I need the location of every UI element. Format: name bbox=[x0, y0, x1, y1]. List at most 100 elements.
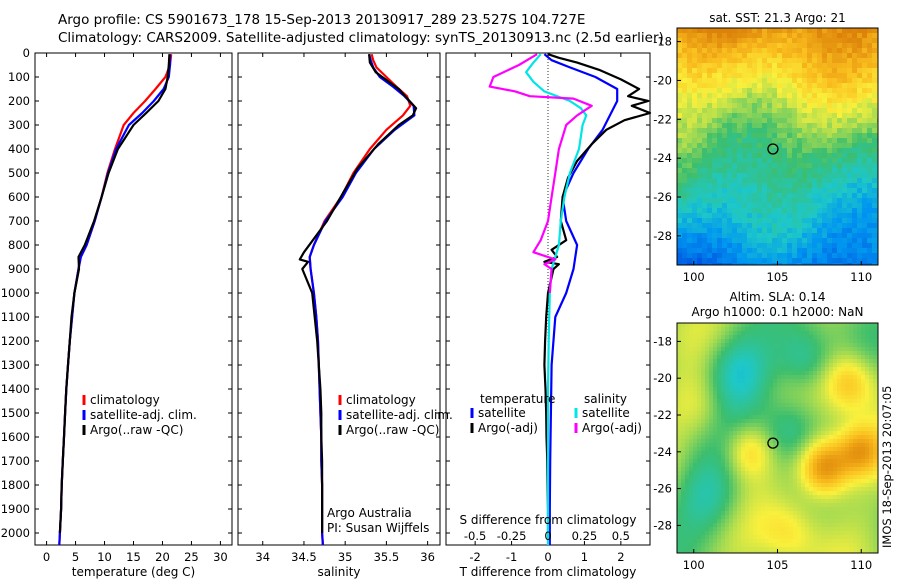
sst-map-cell bbox=[817, 98, 822, 103]
sst-map-cell bbox=[802, 238, 807, 243]
sla-map-cell bbox=[761, 527, 765, 531]
salinity-xtick-label: 35.5 bbox=[374, 550, 400, 564]
sst-map-cell bbox=[712, 53, 717, 58]
sla-map-cell bbox=[729, 511, 733, 515]
sla-map-cell bbox=[853, 483, 857, 487]
sla-map-cell bbox=[749, 331, 753, 335]
sla-map-cell bbox=[817, 475, 821, 479]
sla-map-cell bbox=[849, 535, 853, 539]
sla-map-cell bbox=[805, 455, 809, 459]
sst-map-cell bbox=[692, 233, 697, 238]
sst-map-cell bbox=[677, 43, 682, 48]
sst-map-cell bbox=[867, 83, 872, 88]
sla-map-cell bbox=[693, 515, 697, 519]
sla-map-cell bbox=[729, 531, 733, 535]
sst-map-cell bbox=[792, 138, 797, 143]
sst-map-cell bbox=[837, 158, 842, 163]
sst-map-cell bbox=[682, 253, 687, 258]
sla-map-cell bbox=[809, 515, 813, 519]
sla-map-cell bbox=[845, 523, 849, 527]
sst-map-cell bbox=[687, 148, 692, 153]
sla-map-cell bbox=[865, 331, 869, 335]
temperature-xlabel: temperature (deg C) bbox=[72, 565, 195, 579]
sla-map-cell bbox=[845, 531, 849, 535]
sst-map-xtick-label: 110 bbox=[850, 270, 872, 284]
sst-map-cell bbox=[872, 88, 877, 93]
sla-map-cell bbox=[801, 503, 805, 507]
temperature-series-line bbox=[58, 54, 171, 534]
sla-map-cell bbox=[701, 427, 705, 431]
sla-map-cell bbox=[869, 467, 873, 471]
sla-map-cell bbox=[697, 467, 701, 471]
sla-map-cell bbox=[793, 511, 797, 515]
sla-map-cell bbox=[809, 487, 813, 491]
sla-map-cell bbox=[785, 519, 789, 523]
sla-map-cell bbox=[805, 459, 809, 463]
sst-map-cell bbox=[807, 243, 812, 248]
sla-map-cell bbox=[813, 335, 817, 339]
sst-map-cell bbox=[767, 28, 772, 33]
sla-map-cell bbox=[729, 387, 733, 391]
sst-map-cell bbox=[852, 233, 857, 238]
sla-map-cell bbox=[685, 455, 689, 459]
salinity-xtick-label: 34.5 bbox=[291, 550, 317, 564]
sla-map-cell bbox=[857, 483, 861, 487]
sst-map-cell bbox=[772, 158, 777, 163]
sla-map-cell bbox=[797, 459, 801, 463]
sla-map-cell bbox=[701, 515, 705, 519]
sst-map-cell bbox=[802, 73, 807, 78]
sla-map-cell bbox=[693, 467, 697, 471]
sst-map-cell bbox=[792, 28, 797, 33]
sst-map-cell bbox=[807, 68, 812, 73]
sla-map-cell bbox=[713, 407, 717, 411]
sst-map-cell bbox=[792, 233, 797, 238]
sla-map-cell bbox=[809, 351, 813, 355]
sst-map-cell bbox=[712, 258, 717, 263]
sst-map-cell bbox=[737, 103, 742, 108]
sla-map-cell bbox=[709, 427, 713, 431]
sst-map-cell bbox=[707, 83, 712, 88]
sst-map-cell bbox=[822, 163, 827, 168]
sla-map-cell bbox=[873, 495, 877, 499]
sst-map-cell bbox=[862, 243, 867, 248]
sla-map-cell bbox=[789, 439, 793, 443]
sst-map-cell bbox=[717, 213, 722, 218]
sla-map-cell bbox=[693, 371, 697, 375]
sla-map-cell bbox=[849, 451, 853, 455]
sla-map-cell bbox=[785, 535, 789, 539]
sst-map-cell bbox=[837, 253, 842, 258]
sla-map-cell bbox=[761, 363, 765, 367]
sla-map-cell bbox=[685, 355, 689, 359]
sst-map-cell bbox=[757, 228, 762, 233]
sst-map-cell bbox=[747, 113, 752, 118]
sst-map-cell bbox=[852, 113, 857, 118]
sla-map-cell bbox=[737, 335, 741, 339]
sst-map-cell bbox=[777, 108, 782, 113]
sla-map-cell bbox=[721, 427, 725, 431]
sst-map-cell bbox=[717, 198, 722, 203]
sla-map-cell bbox=[817, 323, 821, 327]
sla-map-cell bbox=[845, 339, 849, 343]
sst-map-cell bbox=[677, 33, 682, 38]
sla-map-cell bbox=[677, 395, 681, 399]
sst-map-cell bbox=[712, 228, 717, 233]
sla-map-cell bbox=[777, 483, 781, 487]
sla-map-cell bbox=[741, 479, 745, 483]
sla-map-cell bbox=[865, 451, 869, 455]
sla-map-cell bbox=[813, 363, 817, 367]
sla-map-cell bbox=[821, 355, 825, 359]
sst-map-cell bbox=[827, 238, 832, 243]
sst-map-cell bbox=[862, 228, 867, 233]
sst-map-cell bbox=[767, 208, 772, 213]
sla-map-cell bbox=[761, 339, 765, 343]
temperature-ytick-label: 600 bbox=[8, 190, 30, 204]
sla-map-cell bbox=[841, 439, 845, 443]
sla-map-cell bbox=[689, 379, 693, 383]
sla-map-cell bbox=[753, 335, 757, 339]
sst-map-cell bbox=[702, 118, 707, 123]
sla-map-cell bbox=[821, 343, 825, 347]
sla-map-cell bbox=[685, 431, 689, 435]
sla-map-cell bbox=[861, 411, 865, 415]
sla-map-cell bbox=[729, 367, 733, 371]
sla-map-cell bbox=[801, 347, 805, 351]
